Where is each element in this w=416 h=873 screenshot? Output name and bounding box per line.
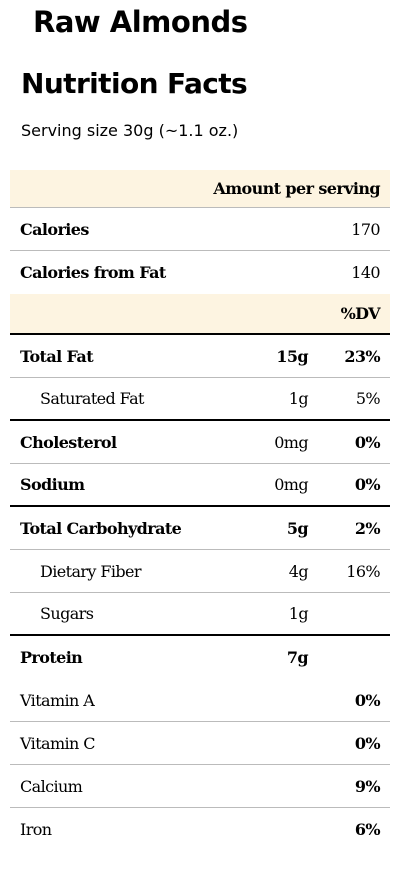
- nutrition-table: Amount per serving Calories 170 Calories…: [10, 170, 390, 851]
- nutrient-dv: 23%: [344, 346, 380, 366]
- nutrient-row-sugars: Sugars 1g: [10, 593, 390, 636]
- product-name: Raw Almonds: [33, 5, 248, 39]
- nutrient-dv: 2%: [354, 518, 381, 538]
- nutrient-label: Sodium: [20, 475, 85, 494]
- nutrient-label: Sugars: [40, 604, 94, 623]
- vitamin-label: Calcium: [20, 776, 83, 796]
- nutrient-row-cholesterol: Cholesterol 0mg 0%: [10, 421, 390, 464]
- nutrient-amount: 0mg: [274, 475, 308, 494]
- nutrient-label: Total Carbohydrate: [20, 518, 182, 538]
- nutrient-row-sodium: Sodium 0mg 0%: [10, 464, 390, 507]
- calories-label: Calories: [20, 219, 89, 239]
- dv-header-row: %DV: [10, 294, 390, 335]
- dv-header: %DV: [340, 304, 381, 323]
- nutrient-row-dietary-fiber: Dietary Fiber 4g 16%: [10, 550, 390, 593]
- nutrient-label: Cholesterol: [20, 432, 117, 452]
- vitamin-label: Iron: [20, 820, 52, 839]
- vitamin-row-iron: Iron 6%: [10, 808, 390, 851]
- calories-fat-row: Calories from Fat 140: [10, 251, 390, 294]
- calories-row: Calories 170: [10, 208, 390, 251]
- nutrient-row-protein: Protein 7g: [10, 636, 390, 679]
- vitamin-label: Vitamin C: [20, 733, 95, 753]
- vitamin-row-vitamin-c: Vitamin C 0%: [10, 722, 390, 765]
- nutrient-row-saturated-fat: Saturated Fat 1g 5%: [10, 378, 390, 421]
- nutrient-amount: 1g: [288, 389, 309, 408]
- nutrient-amount: 7g: [286, 648, 309, 667]
- nutrient-amount: 1g: [288, 604, 309, 623]
- amount-header-row: Amount per serving: [10, 170, 390, 208]
- nutrient-label: Protein: [20, 648, 83, 667]
- nutrient-dv: 0%: [354, 475, 381, 494]
- nutrient-label: Saturated Fat: [40, 389, 144, 408]
- nutrient-dv: 16%: [346, 561, 380, 581]
- vitamin-label: Vitamin A: [20, 690, 95, 710]
- nutrient-row-total-carbohydrate: Total Carbohydrate 5g 2%: [10, 507, 390, 550]
- vitamin-dv: 9%: [354, 776, 381, 796]
- vitamin-dv: 0%: [354, 690, 381, 710]
- nutrient-amount: 15g: [276, 346, 308, 366]
- serving-size: Serving size 30g (~1.1 oz.): [21, 121, 239, 140]
- nutrient-dv: 0%: [354, 432, 381, 452]
- nutrient-dv: 5%: [355, 389, 381, 408]
- vitamin-dv: 6%: [354, 820, 381, 839]
- amount-header: Amount per serving: [213, 179, 380, 198]
- nutrient-amount: 0mg: [274, 432, 308, 452]
- calories-fat-value: 140: [351, 263, 380, 282]
- vitamin-dv: 0%: [354, 733, 381, 753]
- nutrient-label: Dietary Fiber: [40, 561, 142, 581]
- nutrition-facts-title: Nutrition Facts: [21, 67, 248, 100]
- calories-value: 170: [351, 219, 380, 239]
- nutrient-label: Total Fat: [20, 346, 94, 366]
- calories-fat-label: Calories from Fat: [20, 263, 166, 282]
- vitamin-row-calcium: Calcium 9%: [10, 765, 390, 808]
- nutrient-amount: 5g: [286, 518, 309, 538]
- nutrient-row-total-fat: Total Fat 15g 23%: [10, 335, 390, 378]
- vitamin-row-vitamin-a: Vitamin A 0%: [10, 679, 390, 722]
- nutrient-amount: 4g: [288, 561, 309, 581]
